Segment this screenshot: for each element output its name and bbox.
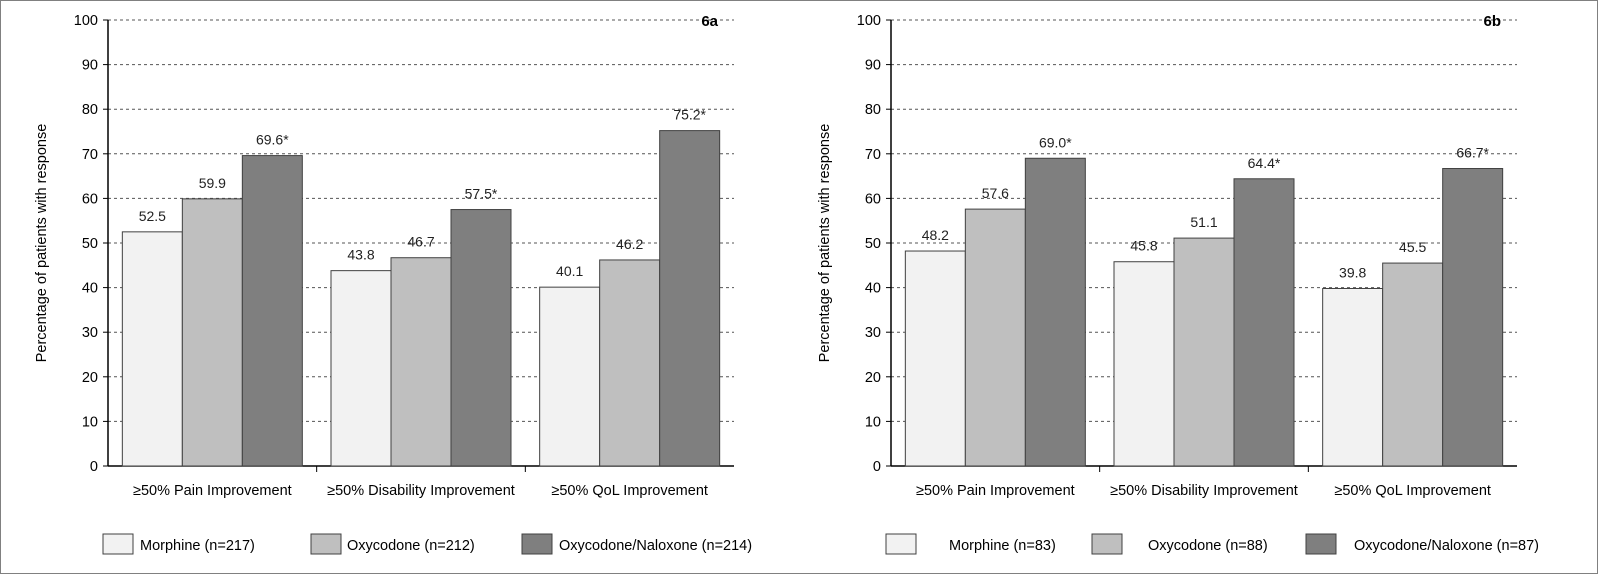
data-label: 75.2*	[673, 107, 706, 123]
y-tick-label: 100	[857, 13, 881, 29]
bar-oxycodone-naloxone-2	[1233, 178, 1295, 467]
legend-label-morphine: Morphine (n=83)	[949, 538, 1056, 554]
y-tick-label: 40	[865, 281, 881, 297]
data-label: 46.7	[407, 234, 434, 250]
data-label: 69.0*	[1039, 134, 1072, 150]
data-label: 59.9	[199, 175, 226, 191]
y-tick-label: 10	[865, 414, 881, 430]
bar-oxycodone-3	[1382, 262, 1444, 467]
y-tick-label: 50	[865, 236, 881, 252]
bar-morphine-3	[539, 286, 601, 467]
y-tick-label: 60	[82, 191, 98, 207]
legend-swatch-oxycodone-naloxone	[521, 533, 553, 555]
legend-label-oxycodone-naloxone: Oxycodone/Naloxone (n=214)	[559, 538, 752, 554]
data-label: 64.4*	[1248, 155, 1281, 171]
legend: Morphine (n=217) Oxycodone (n=212) Oxycodo…	[102, 533, 752, 555]
data-label: 51.1	[1190, 214, 1217, 230]
bar-morphine-2	[330, 270, 392, 467]
data-label: 45.5	[1399, 239, 1426, 255]
legend-swatch-oxycodone-naloxone	[1305, 533, 1337, 555]
y-tick-label: 30	[865, 325, 881, 341]
legend-label-oxycodone: Oxycodone (n=212)	[347, 538, 475, 554]
panel-label: 6b	[1483, 13, 1501, 30]
x-category-label: ≥50% QoL Improvement	[551, 483, 708, 499]
y-tick-label: 0	[90, 459, 98, 475]
data-label: 57.6	[982, 185, 1009, 201]
bar-morphine-3	[1322, 287, 1384, 467]
y-tick-label: 20	[82, 370, 98, 386]
x-category-label: ≥50% Disability Improvement	[327, 483, 515, 499]
y-tick-label: 80	[82, 102, 98, 118]
data-label: 43.8	[347, 247, 374, 263]
panel-label: 6a	[701, 13, 718, 30]
y-tick-label: 70	[865, 147, 881, 163]
bar-oxycodone-2	[1173, 237, 1235, 467]
y-tick-label: 70	[82, 147, 98, 163]
legend-label-morphine: Morphine (n=217)	[140, 538, 255, 554]
y-tick-label: 10	[82, 414, 98, 430]
bar-oxycodone-1	[181, 198, 243, 467]
legend: Morphine (n=83) Oxycodone (n=88) Oxycodone…	[885, 533, 1539, 555]
data-label: 45.8	[1130, 238, 1157, 254]
bar-oxycodone-naloxone-3	[1442, 168, 1504, 467]
x-category-label: ≥50% Pain Improvement	[916, 483, 1075, 499]
y-tick-label: 40	[82, 281, 98, 297]
bar-oxycodone-naloxone-3	[659, 130, 721, 467]
data-label: 39.8	[1339, 264, 1366, 280]
bar-morphine-1	[904, 250, 966, 467]
y-tick-label: 50	[82, 236, 98, 252]
data-label: 46.2	[616, 236, 643, 252]
bar-oxycodone-2	[390, 257, 452, 467]
x-category-label: ≥50% QoL Improvement	[1334, 483, 1491, 499]
bar-morphine-2	[1113, 261, 1175, 467]
bar-oxycodone-naloxone-1	[1024, 157, 1086, 467]
y-tick-label: 20	[865, 370, 881, 386]
bar-oxycodone-naloxone-1	[241, 155, 303, 467]
y-tick-label: 100	[74, 13, 98, 29]
bar-oxycodone-3	[599, 259, 661, 467]
data-label: 40.1	[556, 263, 583, 279]
y-tick-label: 60	[865, 191, 881, 207]
y-tick-label: 90	[82, 58, 98, 74]
legend-swatch-oxycodone	[1091, 533, 1123, 555]
legend-swatch-morphine	[102, 533, 134, 555]
x-category-label: ≥50% Disability Improvement	[1110, 483, 1298, 499]
x-category-label: ≥50% Pain Improvement	[133, 483, 292, 499]
legend-swatch-oxycodone	[310, 533, 342, 555]
data-label: 66.7*	[1456, 145, 1489, 161]
data-label: 52.5	[139, 208, 166, 224]
y-axis-label: Percentage of patients with response	[817, 124, 833, 363]
bar-morphine-1	[121, 231, 183, 467]
data-label: 48.2	[922, 227, 949, 243]
y-tick-label: 90	[865, 58, 881, 74]
data-label: 69.6*	[256, 132, 289, 148]
bar-oxycodone-1	[964, 208, 1026, 467]
y-tick-label: 80	[865, 102, 881, 118]
data-label: 57.5*	[465, 186, 498, 202]
chart-panel-6a: 0 10 20 30 40 50 60 70 80 90 100 Percentage of pati…	[34, 13, 752, 555]
legend-swatch-morphine	[885, 533, 917, 555]
chart-panel-6b: 0 10 20 30 40 50 60 70 80 90 100 Percentage of pati…	[817, 13, 1539, 555]
y-tick-label: 30	[82, 325, 98, 341]
y-axis-label: Percentage of patients with response	[34, 124, 50, 363]
y-tick-label: 0	[873, 459, 881, 475]
bar-oxycodone-naloxone-2	[450, 209, 512, 467]
legend-label-oxycodone: Oxycodone (n=88)	[1148, 538, 1268, 554]
legend-label-oxycodone-naloxone: Oxycodone/Naloxone (n=87)	[1354, 538, 1539, 554]
